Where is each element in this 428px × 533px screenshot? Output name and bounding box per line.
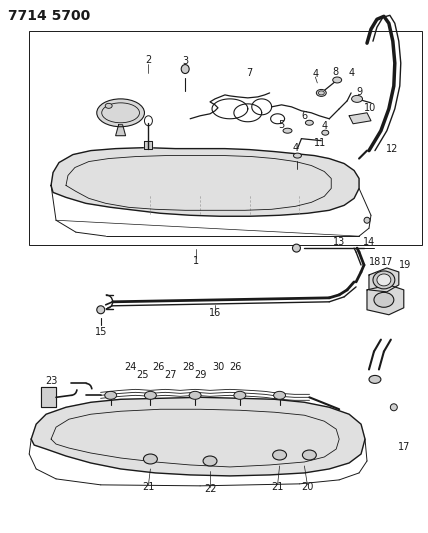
Ellipse shape (97, 306, 105, 314)
Text: 7714 5700: 7714 5700 (8, 10, 91, 23)
Polygon shape (51, 148, 359, 216)
Ellipse shape (377, 274, 391, 286)
Text: 2: 2 (145, 55, 152, 65)
Text: 23: 23 (45, 376, 57, 386)
Text: 22: 22 (204, 484, 216, 494)
Ellipse shape (306, 120, 313, 125)
Ellipse shape (273, 391, 285, 399)
Ellipse shape (374, 293, 394, 308)
Text: 12: 12 (386, 143, 398, 154)
Text: 4: 4 (312, 69, 318, 79)
Ellipse shape (292, 244, 300, 252)
Text: 8: 8 (332, 67, 338, 77)
Text: 3: 3 (182, 56, 188, 66)
Text: 27: 27 (164, 370, 176, 381)
Ellipse shape (203, 456, 217, 466)
Text: 24: 24 (125, 362, 137, 373)
Text: 21: 21 (142, 482, 155, 492)
Ellipse shape (145, 391, 156, 399)
Ellipse shape (369, 375, 381, 383)
Text: 7: 7 (247, 68, 253, 78)
Ellipse shape (303, 450, 316, 460)
Text: 13: 13 (333, 237, 345, 247)
Text: 16: 16 (209, 308, 221, 318)
Ellipse shape (189, 391, 201, 399)
Polygon shape (31, 397, 365, 476)
Ellipse shape (333, 77, 342, 83)
Ellipse shape (283, 128, 292, 133)
Text: 26: 26 (152, 362, 164, 373)
Polygon shape (367, 285, 404, 315)
Ellipse shape (364, 217, 370, 223)
Ellipse shape (105, 391, 117, 399)
Ellipse shape (181, 64, 189, 74)
Text: 4: 4 (292, 143, 299, 152)
Text: 30: 30 (212, 362, 224, 373)
Text: 1: 1 (193, 256, 199, 266)
Text: 25: 25 (136, 370, 149, 381)
Text: 6: 6 (301, 111, 307, 121)
Ellipse shape (105, 103, 112, 108)
Text: 11: 11 (314, 138, 327, 148)
Ellipse shape (143, 454, 158, 464)
Ellipse shape (273, 450, 286, 460)
Text: 20: 20 (301, 482, 314, 492)
Ellipse shape (316, 90, 326, 96)
Polygon shape (145, 141, 152, 149)
Text: 17: 17 (398, 442, 410, 452)
Text: 18: 18 (369, 257, 381, 267)
Bar (29, 31, 422, 245)
Ellipse shape (294, 153, 301, 158)
Ellipse shape (373, 271, 395, 289)
Text: 29: 29 (194, 370, 206, 381)
Ellipse shape (97, 99, 145, 127)
Polygon shape (116, 125, 125, 136)
Ellipse shape (234, 391, 246, 399)
Text: 28: 28 (182, 362, 194, 373)
Text: 21: 21 (271, 482, 284, 492)
Ellipse shape (390, 404, 397, 411)
Text: 17: 17 (380, 257, 393, 267)
Text: 4: 4 (321, 121, 327, 131)
Text: 4: 4 (349, 68, 355, 78)
Text: 14: 14 (363, 237, 375, 247)
Text: 10: 10 (364, 103, 376, 113)
Text: 15: 15 (95, 327, 107, 337)
Polygon shape (349, 113, 371, 124)
Text: 19: 19 (398, 260, 411, 270)
Text: 26: 26 (230, 362, 242, 373)
Polygon shape (41, 387, 56, 407)
Polygon shape (369, 268, 399, 292)
Text: 5: 5 (279, 120, 285, 130)
Text: 9: 9 (356, 87, 362, 97)
Ellipse shape (351, 95, 363, 102)
Ellipse shape (322, 130, 329, 135)
